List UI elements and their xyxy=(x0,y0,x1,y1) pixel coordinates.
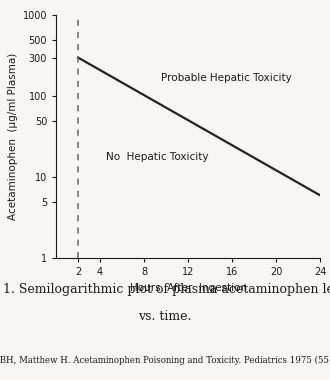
X-axis label: Hours  After  Ingestion: Hours After Ingestion xyxy=(130,283,247,293)
Text: vs. time.: vs. time. xyxy=(138,310,192,323)
Text: Rumack BH, Matthew H. Acetaminophen Poisoning and Toxicity. Pediatrics 1975 (55): Rumack BH, Matthew H. Acetaminophen Pois… xyxy=(0,356,330,365)
Text: No  Hepatic Toxicity: No Hepatic Toxicity xyxy=(106,152,208,162)
Text: Probable Hepatic Toxicity: Probable Hepatic Toxicity xyxy=(161,73,291,82)
Y-axis label: Acetaminophen  (μg/ml Plasma): Acetaminophen (μg/ml Plasma) xyxy=(8,53,18,220)
Text: FIG. 1. Semilogarithmic plot of plasma acetaminophen levels: FIG. 1. Semilogarithmic plot of plasma a… xyxy=(0,283,330,296)
